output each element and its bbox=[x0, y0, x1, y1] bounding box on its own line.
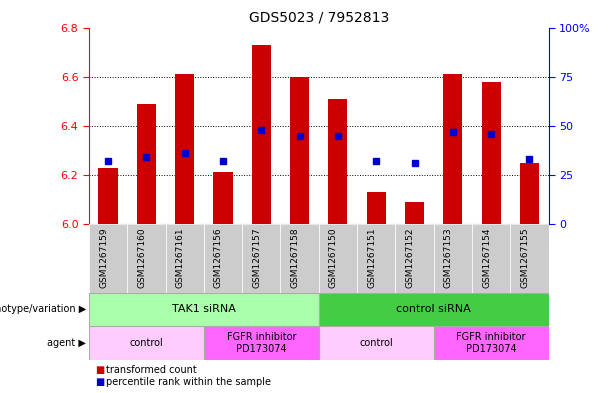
Bar bbox=[175, 74, 194, 224]
Text: GSM1267157: GSM1267157 bbox=[253, 228, 261, 288]
Bar bbox=[89, 293, 319, 326]
Text: GSM1267152: GSM1267152 bbox=[406, 228, 414, 288]
Text: GSM1267158: GSM1267158 bbox=[291, 228, 300, 288]
Bar bbox=[319, 224, 357, 293]
Text: percentile rank within the sample: percentile rank within the sample bbox=[106, 377, 271, 387]
Bar bbox=[367, 192, 386, 224]
Text: ■: ■ bbox=[95, 365, 104, 375]
Text: GSM1267151: GSM1267151 bbox=[367, 228, 376, 288]
Text: GSM1267153: GSM1267153 bbox=[444, 228, 453, 288]
Bar bbox=[472, 224, 510, 293]
Bar bbox=[242, 224, 281, 293]
Bar bbox=[281, 224, 319, 293]
Bar bbox=[395, 224, 434, 293]
Text: GSM1267161: GSM1267161 bbox=[176, 228, 185, 288]
Bar bbox=[319, 293, 549, 326]
Text: TAK1 siRNA: TAK1 siRNA bbox=[172, 305, 236, 314]
Bar bbox=[434, 224, 472, 293]
Bar bbox=[290, 77, 309, 224]
Bar bbox=[128, 224, 166, 293]
Bar bbox=[443, 74, 462, 224]
Title: GDS5023 / 7952813: GDS5023 / 7952813 bbox=[249, 11, 389, 25]
Text: transformed count: transformed count bbox=[106, 365, 197, 375]
Bar bbox=[357, 224, 395, 293]
Text: control: control bbox=[359, 338, 393, 348]
Text: FGFR inhibitor
PD173074: FGFR inhibitor PD173074 bbox=[457, 332, 526, 354]
Bar bbox=[520, 163, 539, 224]
Bar bbox=[166, 224, 204, 293]
Bar bbox=[89, 326, 204, 360]
Text: GSM1267155: GSM1267155 bbox=[520, 228, 530, 288]
Bar bbox=[319, 326, 434, 360]
Text: FGFR inhibitor
PD173074: FGFR inhibitor PD173074 bbox=[227, 332, 296, 354]
Text: GSM1267156: GSM1267156 bbox=[214, 228, 223, 288]
Bar bbox=[137, 104, 156, 224]
Bar bbox=[329, 99, 348, 224]
Text: GSM1267150: GSM1267150 bbox=[329, 228, 338, 288]
Bar bbox=[405, 202, 424, 224]
Text: genotype/variation ▶: genotype/variation ▶ bbox=[0, 305, 86, 314]
Bar bbox=[510, 224, 549, 293]
Bar bbox=[89, 224, 128, 293]
Bar bbox=[213, 173, 232, 224]
Text: control: control bbox=[129, 338, 163, 348]
Text: GSM1267154: GSM1267154 bbox=[482, 228, 491, 288]
Bar bbox=[204, 224, 242, 293]
Text: GSM1267160: GSM1267160 bbox=[137, 228, 147, 288]
Bar bbox=[252, 45, 271, 224]
Bar bbox=[204, 326, 319, 360]
Bar bbox=[482, 82, 501, 224]
Bar bbox=[434, 326, 549, 360]
Text: control siRNA: control siRNA bbox=[397, 305, 471, 314]
Text: GSM1267159: GSM1267159 bbox=[99, 228, 108, 288]
Text: ■: ■ bbox=[95, 377, 104, 387]
Text: agent ▶: agent ▶ bbox=[47, 338, 86, 348]
Bar bbox=[99, 167, 118, 224]
